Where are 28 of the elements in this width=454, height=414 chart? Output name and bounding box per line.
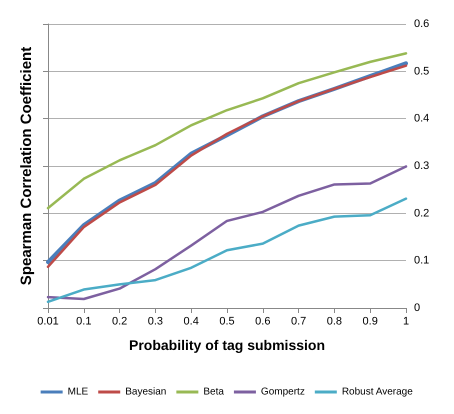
x-tick-label: 0.3 bbox=[148, 316, 164, 328]
y-tick-label: 0.3 bbox=[414, 160, 430, 172]
legend-label: Gompertz bbox=[260, 386, 305, 398]
y-tick-label: 0.2 bbox=[414, 207, 430, 220]
x-tick-label: 0.8 bbox=[326, 316, 342, 328]
x-tick-label: 0.2 bbox=[112, 316, 128, 328]
legend-label: Beta bbox=[203, 386, 224, 398]
x-tick-label: 0.5 bbox=[219, 316, 235, 328]
x-tick-label: 0.1 bbox=[76, 316, 92, 328]
x-tick-label: 1 bbox=[402, 316, 410, 328]
line-series bbox=[46, 52, 408, 210]
y-tick-label: 0 bbox=[414, 302, 420, 314]
line-series bbox=[46, 197, 408, 304]
legend-label: Robust Average bbox=[342, 386, 414, 398]
legend-label: MLE bbox=[68, 386, 89, 398]
y-tick-label: 0.5 bbox=[414, 65, 430, 78]
x-tick-label: 0.7 bbox=[290, 316, 306, 328]
x-axis-title: Probability of tag submission bbox=[128, 337, 326, 353]
y-tick-label: 0.6 bbox=[414, 18, 430, 30]
legend-label: Bayesian bbox=[125, 386, 166, 398]
x-tick-label: 0.01 bbox=[37, 316, 59, 328]
y-tick-label: 0.1 bbox=[414, 254, 430, 267]
x-tick-label: 0.9 bbox=[362, 316, 378, 328]
x-tick-label: 0.4 bbox=[184, 316, 199, 328]
line-series bbox=[46, 165, 408, 300]
x-tick-label: 0.6 bbox=[255, 316, 270, 328]
y-tick-label: 0.4 bbox=[414, 112, 430, 125]
y-axis-title: Spearman Correlation Coefficient bbox=[18, 46, 35, 286]
